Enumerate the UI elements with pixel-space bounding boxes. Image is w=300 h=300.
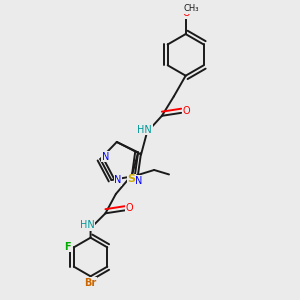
Text: HN: HN xyxy=(80,220,95,230)
Text: N: N xyxy=(135,176,142,186)
Text: N: N xyxy=(114,175,122,185)
Text: O: O xyxy=(182,8,190,18)
Text: Br: Br xyxy=(84,278,97,288)
Text: O: O xyxy=(126,203,133,213)
Text: O: O xyxy=(182,106,190,116)
Text: N: N xyxy=(102,152,109,162)
Text: S: S xyxy=(128,174,136,184)
Text: HN: HN xyxy=(137,125,152,135)
Text: F: F xyxy=(64,242,70,252)
Text: CH₃: CH₃ xyxy=(183,4,199,13)
